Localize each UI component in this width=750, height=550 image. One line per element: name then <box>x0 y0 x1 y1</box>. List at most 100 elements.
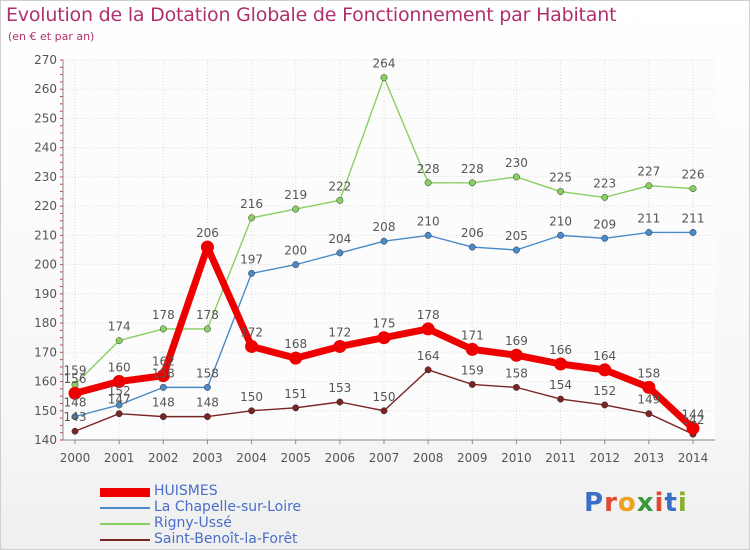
data-label-la-chapelle-sur-loire: 205 <box>505 229 528 243</box>
data-label-rigny-usse: 264 <box>373 57 396 71</box>
data-label-la-chapelle-sur-loire: 211 <box>682 211 705 225</box>
data-point-saint-benoit-la-foret <box>645 410 653 418</box>
data-label-huismes: 162 <box>152 355 175 369</box>
data-label-huismes: 175 <box>373 317 396 331</box>
data-point-rigny-usse <box>424 179 432 187</box>
legend-label: HUISMES <box>154 483 218 499</box>
data-point-saint-benoit-la-foret <box>159 413 167 421</box>
y-tick-label: 200 <box>34 258 57 272</box>
data-label-huismes: 166 <box>549 343 572 357</box>
plot-area <box>63 60 715 440</box>
x-tick-label: 2012 <box>589 451 620 465</box>
data-label-rigny-usse: 178 <box>152 308 175 322</box>
data-point-la-chapelle-sur-loire <box>601 234 609 242</box>
x-tick-label: 2011 <box>545 451 576 465</box>
data-label-la-chapelle-sur-loire: 208 <box>373 220 396 234</box>
data-point-saint-benoit-la-foret <box>512 383 520 391</box>
x-tick-label: 2010 <box>501 451 532 465</box>
data-label-saint-benoit-la-foret: 143 <box>64 410 87 424</box>
data-label-huismes: 158 <box>637 366 660 380</box>
data-label-huismes: 206 <box>196 226 219 240</box>
data-label-saint-benoit-la-foret: 151 <box>284 387 307 401</box>
data-label-la-chapelle-sur-loire: 158 <box>196 366 219 380</box>
data-point-rigny-usse <box>601 193 609 201</box>
data-point-huismes <box>200 240 214 254</box>
data-point-saint-benoit-la-foret <box>292 404 300 412</box>
data-point-rigny-usse <box>336 196 344 204</box>
legend-label: Saint-Benoît-la-Forêt <box>154 531 298 547</box>
data-point-huismes <box>333 339 347 353</box>
data-point-la-chapelle-sur-loire <box>115 401 123 409</box>
data-label-saint-benoit-la-foret: 148 <box>196 396 219 410</box>
data-point-la-chapelle-sur-loire <box>689 229 697 236</box>
y-tick-label: 160 <box>34 375 57 389</box>
data-label-rigny-usse: 228 <box>417 162 440 176</box>
data-label-huismes: 172 <box>240 325 263 339</box>
data-point-saint-benoit-la-foret <box>424 366 432 374</box>
data-point-rigny-usse <box>512 173 520 181</box>
data-point-huismes <box>554 357 568 371</box>
x-tick-label: 2009 <box>457 451 488 465</box>
data-label-huismes: 168 <box>284 337 307 351</box>
data-point-la-chapelle-sur-loire <box>380 237 388 245</box>
chart-subtitle: (en € et par an) <box>8 30 95 43</box>
data-point-la-chapelle-sur-loire <box>557 231 565 239</box>
y-tick-label: 170 <box>34 345 57 359</box>
data-label-la-chapelle-sur-loire: 204 <box>328 232 351 246</box>
data-point-huismes <box>686 421 700 435</box>
data-label-la-chapelle-sur-loire: 211 <box>637 211 660 225</box>
data-point-saint-benoit-la-foret <box>336 398 344 406</box>
data-point-huismes <box>112 375 126 389</box>
data-point-huismes <box>245 339 259 353</box>
data-point-la-chapelle-sur-loire <box>424 231 432 239</box>
data-label-saint-benoit-la-foret: 150 <box>373 390 396 404</box>
x-tick-label: 2003 <box>192 451 223 465</box>
y-tick-label: 180 <box>34 316 57 330</box>
data-label-saint-benoit-la-foret: 142 <box>682 413 705 427</box>
data-label-saint-benoit-la-foret: 149 <box>637 393 660 407</box>
data-label-rigny-usse: 226 <box>682 168 705 182</box>
data-label-la-chapelle-sur-loire: 210 <box>549 214 572 228</box>
data-point-rigny-usse <box>248 214 256 222</box>
y-tick-label: 250 <box>34 111 57 125</box>
data-label-saint-benoit-la-foret: 158 <box>505 366 528 380</box>
data-label-saint-benoit-la-foret: 148 <box>152 396 175 410</box>
y-tick-label: 210 <box>34 228 57 242</box>
data-point-la-chapelle-sur-loire <box>248 269 256 277</box>
data-label-huismes: 156 <box>64 372 87 386</box>
data-label-rigny-usse: 228 <box>461 162 484 176</box>
data-label-saint-benoit-la-foret: 150 <box>240 390 263 404</box>
x-tick-label: 2007 <box>369 451 400 465</box>
data-label-la-chapelle-sur-loire: 209 <box>593 217 616 231</box>
x-tick-label: 2006 <box>325 451 356 465</box>
data-point-saint-benoit-la-foret <box>557 395 565 403</box>
data-point-saint-benoit-la-foret <box>380 407 388 415</box>
legend-label: La Chapelle-sur-Loire <box>154 499 302 515</box>
legend-swatch <box>100 539 150 541</box>
data-point-huismes <box>598 363 612 377</box>
data-point-rigny-usse <box>468 179 476 187</box>
x-tick-label: 2014 <box>678 451 709 465</box>
x-tick-label: 2008 <box>413 451 444 465</box>
data-point-saint-benoit-la-foret <box>468 381 476 388</box>
data-point-la-chapelle-sur-loire <box>203 383 211 391</box>
x-tick-label: 2002 <box>148 451 179 465</box>
data-label-saint-benoit-la-foret: 153 <box>328 381 351 395</box>
data-point-la-chapelle-sur-loire <box>292 261 300 269</box>
data-point-huismes <box>465 342 479 356</box>
data-label-rigny-usse: 227 <box>637 165 660 179</box>
data-label-saint-benoit-la-foret: 164 <box>417 349 440 363</box>
data-label-huismes: 172 <box>328 325 351 339</box>
data-label-la-chapelle-sur-loire: 206 <box>461 226 484 240</box>
x-tick-label: 2001 <box>104 451 135 465</box>
data-label-rigny-usse: 222 <box>328 179 351 193</box>
data-point-la-chapelle-sur-loire <box>512 246 520 254</box>
data-point-saint-benoit-la-foret <box>115 410 123 418</box>
legend-label: Rigny-Ussé <box>154 515 232 531</box>
data-point-saint-benoit-la-foret <box>71 427 79 435</box>
data-label-la-chapelle-sur-loire: 158 <box>152 366 175 380</box>
data-point-rigny-usse <box>292 205 300 213</box>
data-label-la-chapelle-sur-loire: 152 <box>108 384 131 398</box>
data-point-rigny-usse <box>380 74 388 81</box>
data-label-saint-benoit-la-foret: 147 <box>108 393 131 407</box>
